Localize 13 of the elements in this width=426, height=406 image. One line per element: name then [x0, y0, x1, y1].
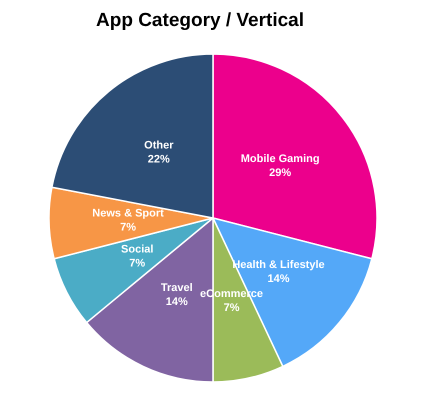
data-label: 7%: [120, 222, 136, 234]
data-label: 29%: [269, 166, 292, 179]
slice-label: Mobile Gaming: [240, 152, 320, 165]
data-label: 14%: [166, 296, 188, 308]
data-label: 22%: [148, 154, 170, 166]
slice-label: Social: [121, 244, 154, 256]
slice-label: Travel: [160, 282, 193, 294]
data-label: 7%: [129, 258, 146, 270]
data-label: 7%: [224, 302, 240, 314]
slice-label: Other: [144, 140, 174, 152]
slice-label: News & Sport: [92, 208, 164, 220]
chart-title: App Category / Vertical: [96, 10, 304, 31]
data-label: 14%: [267, 273, 290, 286]
